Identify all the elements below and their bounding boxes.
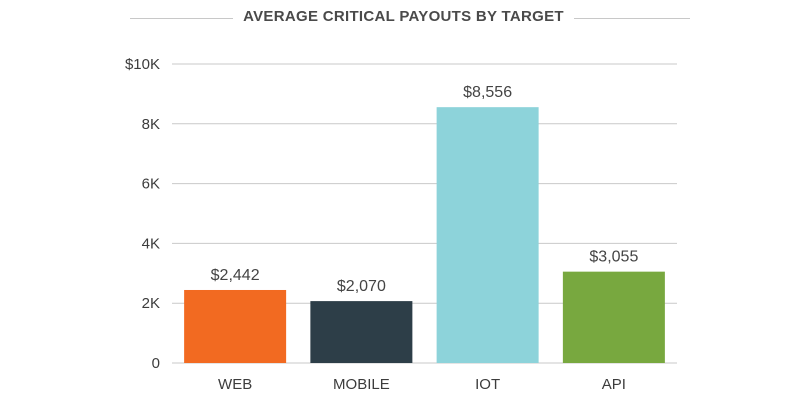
y-tick-label-1: 2K — [142, 295, 160, 312]
data-label-iot: $8,556 — [463, 84, 512, 101]
bar-iot — [436, 107, 539, 363]
y-tick-label-4: 8K — [142, 116, 160, 133]
data-label-mobile: $2,070 — [337, 278, 386, 295]
chart-title-row: AVERAGE CRITICAL PAYOUTS BY TARGET — [0, 8, 807, 25]
x-tick-label-web: WEB — [218, 376, 252, 393]
bar-mobile — [310, 301, 413, 363]
chart-title-container: AVERAGE CRITICAL PAYOUTS BY TARGET — [0, 8, 807, 30]
data-label-api: $3,055 — [589, 249, 638, 266]
x-tick-label-iot: IOT — [475, 376, 500, 393]
x-tick-label-api: API — [602, 376, 626, 393]
chart-title: AVERAGE CRITICAL PAYOUTS BY TARGET — [233, 8, 574, 25]
y-tick-label-2: 4K — [142, 235, 160, 252]
y-tick-label-3: 6K — [142, 176, 160, 193]
y-tick-label-0: 0 — [152, 355, 160, 372]
data-label-web: $2,442 — [211, 267, 260, 284]
bar-web — [184, 289, 287, 363]
x-tick-label-mobile: MOBILE — [333, 376, 390, 393]
y-tick-label-5: $10K — [125, 56, 160, 73]
bar-api — [562, 271, 665, 363]
